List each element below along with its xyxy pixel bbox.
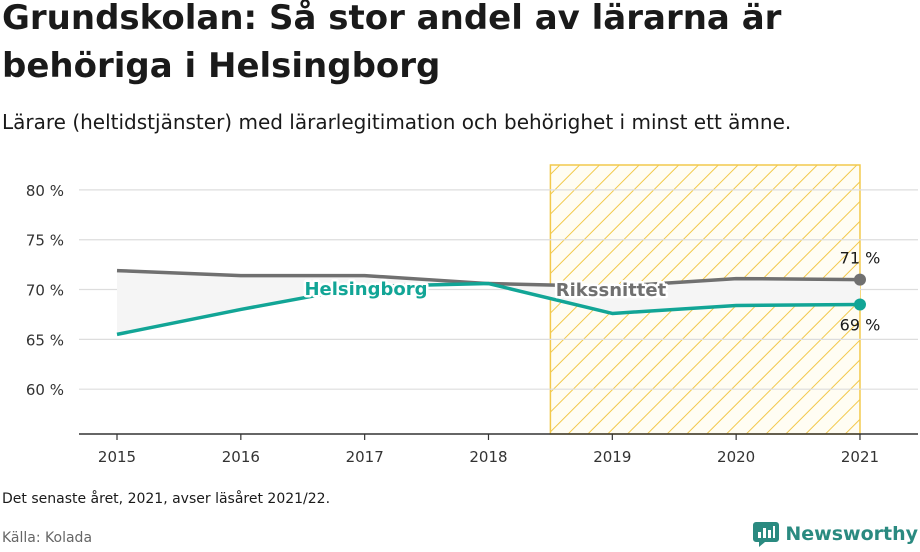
series-label-rikssnittet: Rikssnittet [556, 280, 667, 301]
difference-area [117, 270, 860, 335]
y-tick-label: 60 % [26, 381, 64, 399]
line-chart: 60 % 65 % 70 % 75 % 80 % 2015 2016 2017 2018 2019… [26, 164, 918, 466]
x-tick-label: 2016 [222, 448, 260, 466]
chart-title: Grundskolan: Så stor andel av lärarna är… [2, 0, 782, 86]
x-tick-label: 2021 [841, 448, 879, 466]
y-tick-label: 65 % [26, 331, 64, 349]
series-line-helsingborg [116, 281, 860, 337]
y-tick-label: 80 % [26, 182, 64, 200]
x-tick-label: 2017 [346, 448, 384, 466]
source-label: Källa: Kolada [2, 530, 93, 546]
end-point-helsingborg [853, 298, 866, 311]
brand-name: Newsworthy [785, 523, 918, 545]
footnote: Det senaste året, 2021, avser läsåret 20… [2, 491, 331, 507]
x-tick-label: 2015 [98, 448, 136, 466]
brand-logo: Newsworthy [753, 520, 918, 548]
y-tick-label: 70 % [26, 282, 64, 300]
x-tick-label: 2020 [717, 448, 755, 466]
chart-subtitle: Lärare (heltidstjänster) med lärarlegiti… [2, 110, 792, 134]
x-tick-label: 2018 [469, 448, 507, 466]
newsworthy-logo-icon [753, 522, 780, 547]
end-label-helsingborg: 69 % [840, 315, 881, 334]
y-tick-label: 75 % [26, 232, 64, 250]
end-label-rikssnittet: 71 % [840, 249, 881, 268]
series-label-helsingborg: Helsingborg [304, 279, 427, 300]
x-tick-label: 2019 [593, 448, 631, 466]
end-point-rikssnittet [853, 273, 866, 286]
